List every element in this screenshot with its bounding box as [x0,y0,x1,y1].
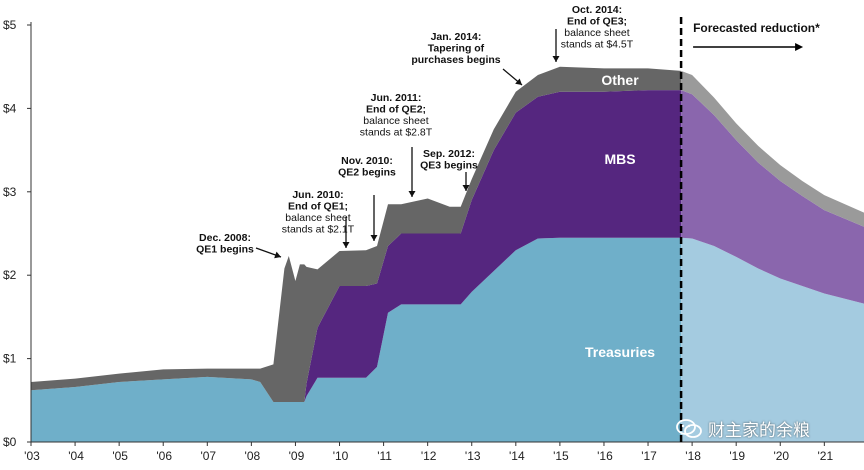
axes: $0 $1 $2 $3 $4 $5 '03 '04 '05 '06 '07 '08 '09 '10 '11 '… [3,18,864,463]
area-labels: Other MBS Treasuries [585,72,655,360]
annotation-arrowhead [552,56,560,62]
annotation-line: stands at $2.8T [360,127,433,139]
watermark-text: 财主家的余粮 [708,421,810,441]
watermark: 财主家的余粮 [676,416,810,441]
area-label-mbs: MBS [604,151,635,167]
forecast-arrowhead [795,43,804,51]
annotation-arrowhead [342,242,350,248]
x-tick-label: '09 [289,449,305,463]
area-treasuries [31,237,682,442]
x-tick-label: '11 [377,449,392,463]
annotation-line: stands at $4.5T [561,39,634,51]
annotation-line: Sep. 2012: [423,148,475,160]
x-tick-label: '03 [24,449,40,463]
x-tick-label: '10 [333,449,349,463]
annotation-line: balance sheet [285,212,350,224]
annotation-line: End of QE3; [567,16,627,28]
annotation-arrowhead [408,191,416,197]
annotation-line: QE1 begins [196,244,254,256]
area-treasuries-forecast [681,237,864,442]
wechat-icon [676,418,702,438]
area-label-treasuries: Treasuries [585,344,655,360]
forecast-label: Forecasted reduction* [693,21,820,35]
annotations: Dec. 2008: QE1 begins Jun. 2010: End of QE1… [196,4,634,259]
area-label-other: Other [601,72,639,88]
annotation-line: End of QE1; [288,201,348,213]
annotation-line: QE2 begins [338,167,396,179]
annotation-line: balance sheet [564,27,629,39]
annotation-arrowhead [462,185,470,191]
y-tick-label: $0 [3,435,17,449]
x-tick-label: '14 [509,449,525,463]
annotation-line: Oct. 2014: [572,4,622,16]
annotation-text: Oct. 2014: End of QE3; balance sheet stands… [561,4,634,51]
x-tick-label: '08 [245,449,261,463]
x-tick-label: '04 [68,449,84,463]
x-tick-label: '15 [553,449,569,463]
annotation-arrowhead [274,251,281,259]
annotation-line: Jan. 2014: [431,31,482,43]
annotation-line: Nov. 2010: [341,155,393,167]
stacked-areas [31,66,864,442]
y-tick-label: $5 [3,18,17,32]
annotation-text: Jun. 2011: End of QE2; balance sheet stands… [360,92,433,139]
y-tick-label: $2 [3,268,17,282]
x-tick-label: '17 [641,449,657,463]
x-tick-label: '20 [773,449,789,463]
area-other-forecast [681,70,864,227]
x-tick-label: '07 [200,449,216,463]
x-tick-label: '05 [112,449,128,463]
x-tick-label: '12 [421,449,437,463]
y-tick-label: $1 [3,352,17,366]
annotation-text: Jun. 2010: End of QE1; balance sheet stands… [282,189,355,236]
x-tick-label: '19 [729,449,745,463]
x-tick-label: '18 [685,449,701,463]
y-tick-label: $4 [3,101,17,115]
area-mbs [31,90,682,402]
annotation-line: Tapering of [428,43,485,55]
x-tick-label: '21 [818,449,834,463]
x-tick-label: '13 [465,449,481,463]
annotation-line: Dec. 2008: [199,232,251,244]
annotation-text: Jan. 2014: Tapering of purchases begins [411,31,500,66]
area-mbs-forecast [681,90,864,304]
annotation-line: End of QE2; [366,104,426,116]
annotation-line: QE3 begins [420,160,478,172]
annotation-line: Jun. 2011: [371,92,422,104]
x-tick-label: '06 [156,449,172,463]
annotation-line: Jun. 2010: [292,189,343,201]
annotation-text: Dec. 2008: QE1 begins [196,232,254,256]
annotation-arrowhead [515,78,522,85]
x-tick-label: '16 [597,449,613,463]
annotation-text: Sep. 2012: QE3 begins [420,148,478,172]
annotation-line: balance sheet [363,115,428,127]
annotation-arrowhead [370,235,378,241]
annotation-line: stands at $2.1T [282,224,355,236]
annotation-line: purchases begins [411,54,500,66]
forecast-marker: Forecasted reduction* [679,17,820,442]
annotation-text: Nov. 2010: QE2 begins [338,155,396,179]
y-tick-label: $3 [3,185,17,199]
